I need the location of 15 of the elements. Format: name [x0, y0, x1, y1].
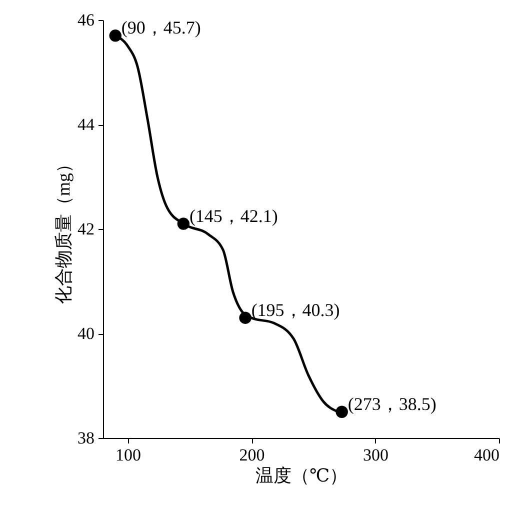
y-tick-label: 44 — [78, 115, 95, 134]
annotation: (195，40.3) — [251, 300, 340, 320]
x-tick-label: 400 — [474, 446, 500, 464]
y-axis-title: 化合物质量（mg） — [54, 154, 74, 304]
y-tick-label: 46 — [78, 10, 94, 30]
y-tick-label: 42 — [78, 220, 94, 238]
y-tick-label: 38 — [78, 428, 94, 448]
x-tick-label: 200 — [239, 446, 265, 464]
annotation: (273，38.5) — [348, 394, 436, 414]
annotation: (90，45.7) — [121, 18, 201, 38]
annotation: (145，42.1) — [189, 206, 278, 226]
x-tick-label: 100 — [116, 446, 141, 464]
x-tick-label: 300 — [363, 446, 388, 464]
x-axis-title: 温度（℃） — [255, 466, 348, 486]
y-tick-label: 40 — [78, 324, 94, 343]
